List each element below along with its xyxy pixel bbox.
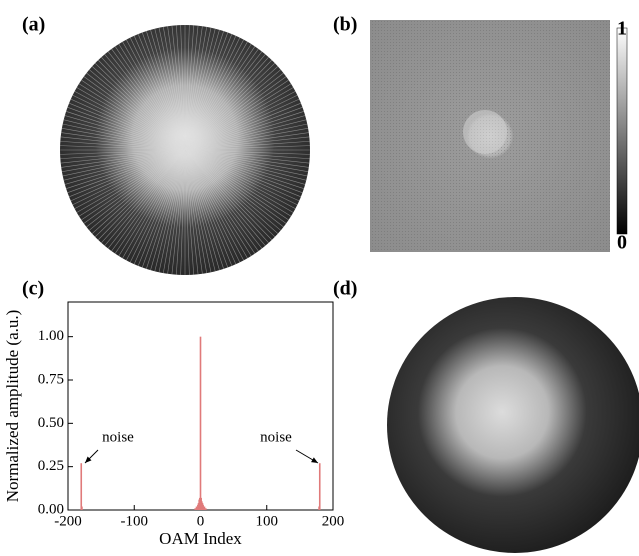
x-tick-label: 200: [322, 513, 345, 529]
colorbar-label: 1: [617, 18, 627, 40]
image-d: [387, 297, 639, 553]
bar: [205, 508, 207, 510]
x-axis-label: OAM Index: [159, 529, 242, 548]
colorbar: [617, 28, 627, 234]
x-tick-label: 0: [197, 513, 205, 529]
chart-title: (c): [22, 278, 44, 300]
bar: [80, 463, 82, 510]
bar: [319, 463, 321, 510]
bar: [81, 507, 83, 510]
panel-label: (d): [333, 278, 357, 300]
bar: [200, 337, 202, 510]
annotation: noise: [260, 429, 292, 445]
panel-label: (a): [22, 14, 45, 36]
figure: (a) (b) 1 0 (d) (c) 0.000.250.500.751.00…: [0, 0, 639, 556]
annotation: noise: [102, 429, 134, 445]
panel-label: (b): [333, 14, 357, 36]
colorbar-label: 0: [617, 232, 627, 254]
spokes: [55, 20, 315, 280]
image-b-center: [463, 110, 507, 154]
y-tick-label: 0.50: [38, 415, 64, 431]
y-tick-label: 1.00: [38, 328, 64, 344]
x-tick-label: -200: [54, 513, 82, 529]
y-tick-label: 0.75: [38, 371, 64, 387]
arrow-head: [311, 457, 318, 463]
x-tick-label: -100: [121, 513, 149, 529]
y-axis-label: Normalized amplitude (a.u.): [3, 310, 22, 503]
x-tick-label: 100: [256, 513, 279, 529]
y-tick-label: 0.25: [38, 458, 64, 474]
